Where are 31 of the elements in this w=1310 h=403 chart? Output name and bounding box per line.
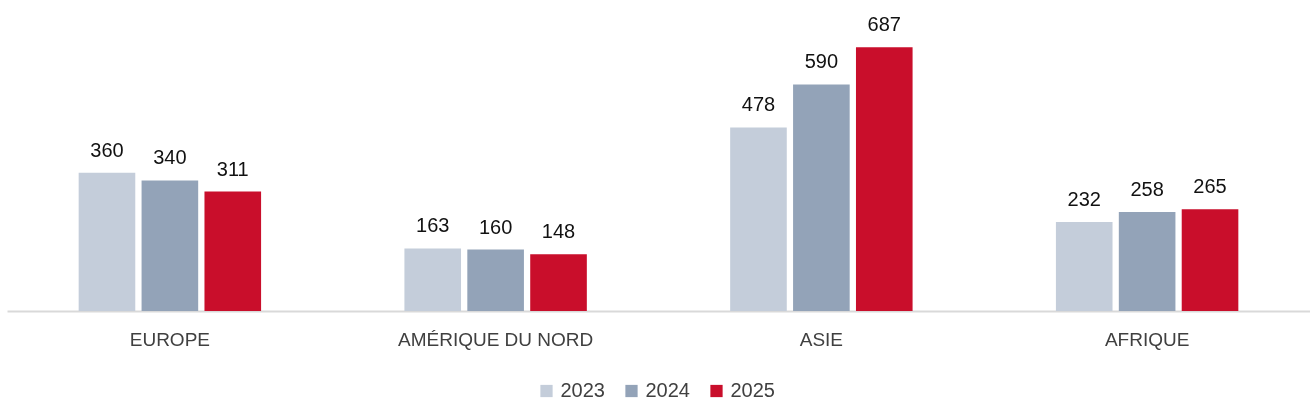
data-label: 478 [741, 93, 776, 116]
bar [1118, 211, 1176, 311]
bar [467, 249, 524, 311]
bar [204, 191, 262, 311]
bar [78, 172, 136, 311]
data-label: 160 [478, 215, 513, 238]
data-label: 148 [541, 220, 576, 243]
bar [855, 47, 913, 311]
bar [1181, 209, 1239, 311]
data-label: 687 [867, 13, 901, 36]
legend-label: 2023 [560, 379, 605, 401]
data-label: 360 [90, 138, 124, 161]
bar [793, 84, 850, 311]
legend-label: 2024 [645, 379, 690, 401]
data-label: 590 [804, 50, 839, 73]
x-tick-label: EUROPE [129, 328, 210, 350]
x-tick-label: AMÉRIQUE DU NORD [397, 328, 594, 350]
data-label: 265 [1193, 175, 1227, 198]
data-label: 163 [416, 214, 450, 237]
data-label: 340 [153, 146, 187, 169]
data-label: 311 [216, 157, 249, 180]
data-label: 232 [1067, 187, 1101, 210]
bar [730, 127, 787, 311]
bar [1055, 221, 1113, 311]
data-label: 258 [1130, 177, 1164, 200]
legend-label: 2025 [730, 379, 775, 401]
bar [141, 180, 199, 311]
x-tick-label: AFRIQUE [1104, 328, 1190, 350]
x-tick-label: ASIE [799, 328, 844, 350]
bar [530, 254, 587, 311]
bar [404, 248, 462, 311]
